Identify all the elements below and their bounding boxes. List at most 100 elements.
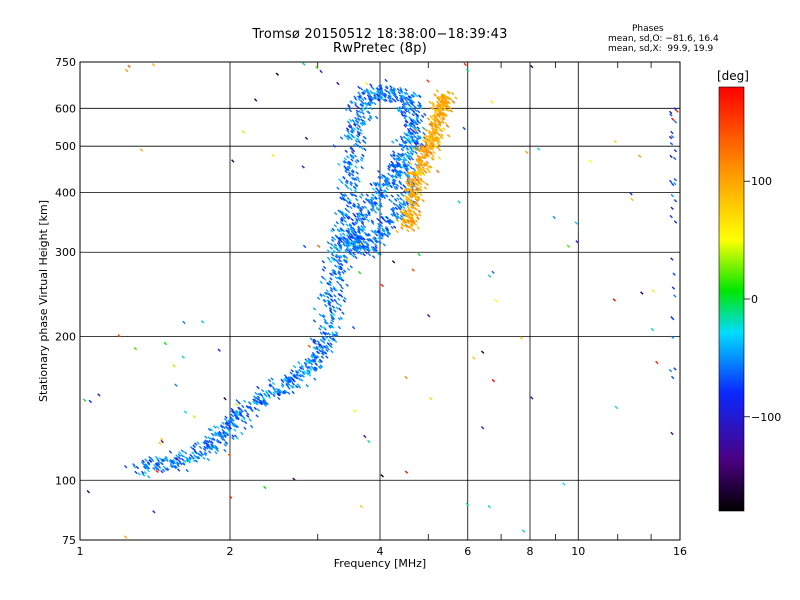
data-point: [233, 422, 237, 427]
data-point: [191, 451, 195, 455]
data-point: [374, 239, 379, 243]
data-point: [390, 174, 394, 179]
data-point: [373, 231, 377, 235]
data-point: [346, 120, 351, 124]
data-point: [351, 254, 355, 258]
data-point: [322, 299, 326, 303]
data-point: [347, 235, 352, 239]
data-point: [436, 96, 441, 100]
data-point: [349, 252, 353, 256]
data-point: [417, 197, 421, 201]
data-point: [348, 224, 353, 228]
data-point: [231, 159, 235, 163]
data-point: [409, 171, 414, 175]
data-point: [360, 229, 364, 233]
data-point: [415, 202, 419, 206]
data-point: [410, 223, 414, 227]
data-point: [243, 420, 248, 425]
x-tick-label: 16: [673, 545, 687, 558]
data-point: [404, 173, 408, 177]
data-point: [342, 193, 346, 198]
data-point: [373, 96, 377, 100]
data-point: [177, 453, 181, 457]
data-point: [362, 237, 366, 241]
data-point: [348, 200, 352, 205]
data-point: [365, 233, 370, 237]
data-point: [328, 344, 333, 348]
data-point: [439, 104, 443, 108]
data-point: [369, 198, 374, 202]
data-point: [256, 408, 260, 412]
data-point: [414, 170, 419, 175]
data-point: [404, 120, 408, 124]
data-point: [356, 118, 361, 122]
data-point: [366, 92, 371, 96]
data-point: [383, 232, 387, 237]
data-point: [347, 162, 351, 167]
data-point: [349, 137, 353, 141]
data-point: [349, 146, 354, 150]
data-point: [409, 224, 413, 228]
data-point: [215, 425, 220, 429]
data-point: [431, 101, 435, 106]
data-point: [386, 232, 390, 236]
data-point: [416, 119, 420, 124]
data-point: [362, 200, 366, 204]
data-point: [336, 242, 341, 246]
data-point: [419, 145, 424, 149]
data-point: [141, 462, 145, 466]
data-point: [362, 115, 366, 119]
data-point: [346, 244, 350, 248]
data-point: [394, 157, 398, 162]
data-point: [406, 221, 411, 225]
data-point: [318, 358, 323, 362]
data-point: [270, 377, 274, 381]
data-point: [396, 154, 400, 159]
data-point: [400, 94, 405, 99]
data-point: [216, 440, 220, 444]
data-point: [350, 156, 355, 160]
data-point: [399, 197, 403, 201]
data-point: [341, 222, 345, 226]
data-point: [313, 358, 317, 363]
data-point: [284, 390, 288, 394]
data-point: [323, 351, 328, 355]
data-point: [169, 464, 174, 469]
data-point: [446, 90, 450, 94]
data-point: [362, 248, 366, 252]
data-point: [298, 374, 302, 378]
data-point: [407, 187, 411, 192]
data-point: [240, 431, 244, 436]
data-point: [394, 164, 399, 168]
data-point: [260, 388, 265, 393]
data-point: [352, 242, 356, 246]
data-point: [433, 125, 438, 129]
data-point: [370, 208, 374, 212]
data-point: [394, 206, 399, 211]
data-point: [405, 202, 410, 207]
data-point: [444, 108, 449, 112]
data-point: [437, 98, 441, 102]
data-point: [320, 345, 325, 349]
data-point: [329, 289, 334, 293]
data-point: [405, 212, 409, 216]
data-point: [387, 219, 391, 223]
data-point: [363, 213, 367, 218]
data-point: [490, 100, 494, 104]
data-point: [353, 409, 357, 413]
data-point: [380, 175, 384, 180]
data-point: [342, 176, 346, 180]
data-point: [403, 116, 407, 121]
data-point: [391, 174, 395, 178]
data-point: [669, 142, 674, 146]
data-points: [82, 62, 679, 539]
data-point: [194, 459, 198, 463]
data-point: [418, 187, 422, 191]
data-point: [359, 195, 363, 199]
data-point: [238, 410, 243, 414]
data-point: [245, 405, 250, 409]
data-point: [356, 114, 360, 118]
data-point: [362, 240, 366, 244]
data-point: [143, 465, 147, 469]
